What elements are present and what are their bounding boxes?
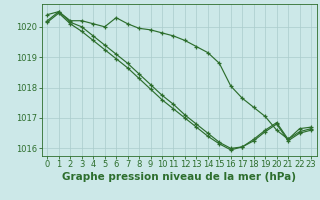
X-axis label: Graphe pression niveau de la mer (hPa): Graphe pression niveau de la mer (hPa) bbox=[62, 172, 296, 182]
